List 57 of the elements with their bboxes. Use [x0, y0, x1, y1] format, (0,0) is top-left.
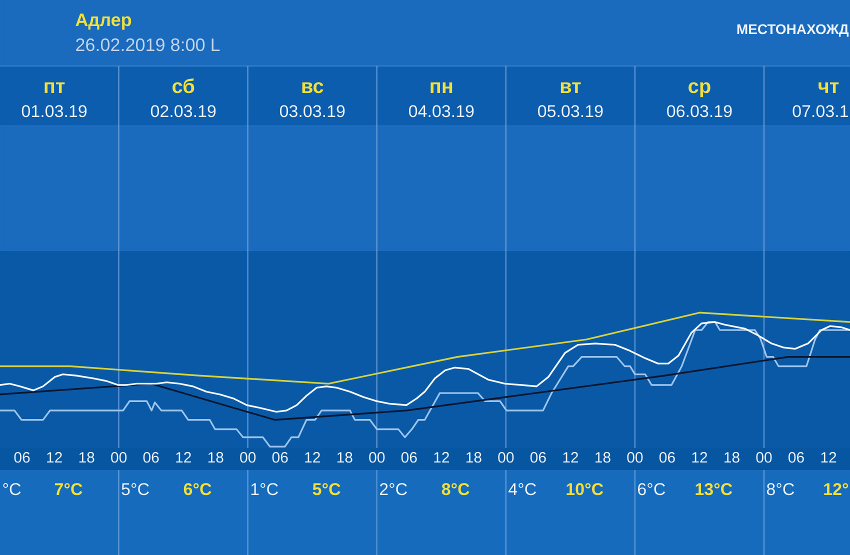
x-tick-label: 12	[176, 452, 191, 463]
text: 02.03.19	[150, 105, 216, 118]
x-tick-label: 00	[369, 452, 385, 463]
chart-title: Адлер	[76, 14, 132, 30]
x-tick-label: 00	[111, 452, 127, 463]
x-tick-label: 00	[240, 452, 256, 463]
x-tick-label: 12	[47, 452, 62, 463]
x-tick-label: 12	[305, 452, 320, 463]
text: вт	[560, 82, 581, 93]
text: ср	[688, 82, 710, 98]
text: 05.03.19	[538, 105, 603, 118]
x-tick-label: 06	[143, 452, 159, 463]
text: 6°C	[184, 483, 212, 496]
text: 06.03.19	[667, 105, 732, 118]
text: °C	[3, 483, 21, 496]
x-tick-label: 18	[724, 452, 740, 463]
text: 4°C	[508, 483, 536, 496]
chart-subtitle: 26.02.2019 8:00 L	[76, 38, 220, 52]
x-tick-label: 00	[627, 452, 643, 463]
text: чт	[818, 82, 839, 93]
text: 13°C	[696, 483, 732, 496]
text: 8°C	[766, 483, 794, 496]
text: пт	[44, 82, 65, 93]
x-tick-label: 06	[401, 452, 417, 463]
x-tick-label: 00	[756, 452, 772, 463]
text: 10°C	[566, 483, 604, 496]
text: 7°C	[54, 483, 82, 496]
x-tick-label: 06	[788, 452, 804, 463]
x-tick-label: 06	[530, 452, 546, 463]
text: вс	[302, 82, 324, 94]
x-tick-label: 06	[659, 452, 675, 463]
text: 1°C	[251, 483, 278, 496]
text: МЕСТОНАХОЖД	[737, 24, 849, 37]
x-tick-label: 18	[596, 452, 610, 463]
text: сб	[172, 78, 194, 94]
x-tick-label: 12	[692, 452, 708, 463]
x-tick-label: 12	[563, 452, 578, 463]
x-tick-label: 12	[821, 452, 836, 463]
x-tick-label: 12	[434, 452, 449, 463]
text: 07.03.1	[792, 105, 848, 118]
text: пн	[430, 82, 452, 93]
x-tick-label: 00	[498, 452, 514, 463]
x-tick-label: 06	[272, 452, 288, 463]
text: 04.03.19	[408, 105, 474, 118]
text: 6°C	[638, 483, 666, 496]
text: 5°C	[312, 483, 340, 496]
x-tick-label: 06	[14, 452, 30, 463]
x-tick-label: 18	[337, 452, 352, 463]
text: 8°C	[442, 483, 470, 496]
text: 12°	[824, 483, 848, 495]
text: 03.03.19	[280, 105, 345, 118]
text: 5°C	[122, 483, 149, 496]
x-tick-label: 18	[208, 452, 224, 463]
x-tick-label: 18	[466, 452, 482, 463]
text: 01.03.19	[22, 105, 87, 118]
x-tick-label: 18	[79, 452, 94, 463]
text: 2°C	[380, 483, 407, 496]
